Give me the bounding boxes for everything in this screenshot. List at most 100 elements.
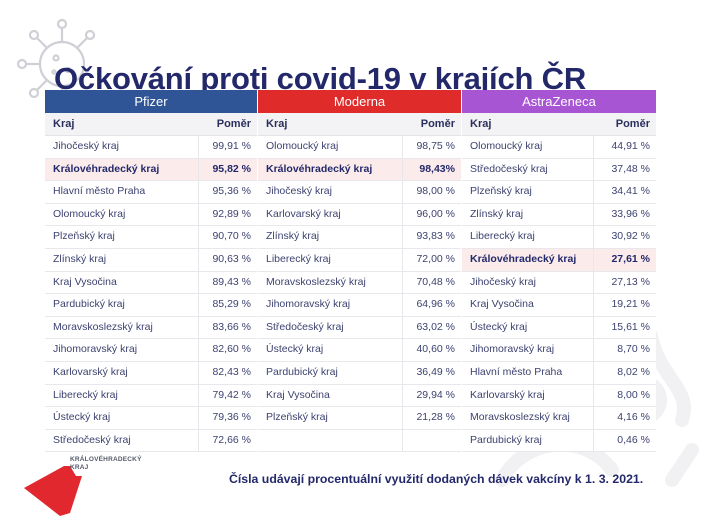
- region-cell: Moravskoslezský kraj: [462, 407, 594, 429]
- table-row: Karlovarský kraj 8,00 %: [462, 384, 656, 408]
- ratio-cell: 85,29 %: [212, 298, 251, 311]
- table-row: Plzeňský kraj 21,28 %: [258, 407, 461, 430]
- region-cell: Zlínský kraj: [45, 248, 199, 271]
- table-row: Moravskoslezský kraj 83,66 %: [45, 316, 257, 340]
- ratio-cell: 99,91 %: [212, 140, 251, 152]
- table-row: Zlínský kraj 90,63 %: [45, 248, 257, 272]
- column-header-region: Kraj: [266, 118, 288, 130]
- ratio-cell: 93,83 %: [416, 230, 455, 243]
- ratio-cell: 19,21 %: [611, 298, 650, 311]
- region-cell: Hlavní město Praha: [462, 361, 594, 384]
- ratio-cell: 40,60 %: [416, 343, 455, 356]
- column-header-ratio: Poměr: [216, 118, 251, 130]
- ratio-cell: 95,82 %: [212, 162, 251, 175]
- table-row: Pardubický kraj 36,49 %: [258, 361, 461, 385]
- region-cell: Liberecký kraj: [462, 226, 594, 248]
- table-row: Ústecký kraj 79,36 %: [45, 407, 257, 430]
- table-row: Karlovarský kraj 82,43 %: [45, 361, 257, 385]
- ratio-cell: 96,00 %: [416, 207, 455, 220]
- region-cell: Jihomoravský kraj: [258, 294, 403, 316]
- column-header-region: Kraj: [470, 118, 492, 130]
- table-row: Liberecký kraj 72,00 %: [258, 248, 461, 272]
- logo-line-1: KRÁLOVÉHRADECKÝ: [70, 456, 142, 463]
- region-cell: Karlovarský kraj: [45, 361, 199, 384]
- region-cell: Pardubický kraj: [258, 361, 403, 384]
- column-header-ratio: Poměr: [615, 118, 650, 130]
- region-cell: Jihomoravský kraj: [45, 339, 199, 361]
- table-row: Středočeský kraj 72,66 %: [45, 429, 257, 453]
- table-row: Karlovarský kraj 96,00 %: [258, 203, 461, 227]
- ratio-cell: 98,43%: [419, 162, 455, 175]
- region-cell: Karlovarský kraj: [462, 384, 594, 407]
- region-cell: Moravskoslezský kraj: [45, 316, 199, 339]
- vaccine-header: Pfizer: [45, 90, 257, 113]
- ratio-cell: 37,48 %: [611, 162, 650, 175]
- ratio-cell: 4,16 %: [617, 411, 650, 424]
- region-cell: Liberecký kraj: [258, 248, 403, 271]
- ratio-cell: 98,75 %: [416, 140, 455, 152]
- table-row: Plzeňský kraj 34,41 %: [462, 181, 656, 204]
- ratio-cell: 8,00 %: [617, 388, 650, 401]
- ratio-cell: [403, 430, 461, 452]
- region-cell: Jihočeský kraj: [45, 136, 199, 158]
- region-cell: Plzeňský kraj: [45, 226, 199, 248]
- ratio-cell: 27,61 %: [611, 252, 650, 265]
- ratio-cell: 82,43 %: [212, 365, 251, 378]
- table-row: Plzeňský kraj 90,70 %: [45, 226, 257, 249]
- table-row: Kraj Vysočina 19,21 %: [462, 294, 656, 317]
- table-moderna: Moderna Kraj Poměr Olomoucký kraj 98,75 % Krá…: [257, 90, 461, 453]
- region-cell: Zlínský kraj: [462, 203, 594, 226]
- ratio-cell: 63,02 %: [416, 320, 455, 333]
- table-row: Kraj Vysočina 29,94 %: [258, 384, 461, 408]
- kralovehradecky-kraj-logo: [24, 466, 82, 516]
- column-header-row: Kraj Poměr: [462, 113, 656, 136]
- table-row: Královéhradecký kraj 95,82 %: [45, 158, 257, 182]
- table-row: Moravskoslezský kraj 4,16 %: [462, 407, 656, 430]
- ratio-cell: 90,70 %: [212, 230, 251, 243]
- column-header-row: Kraj Poměr: [258, 113, 461, 136]
- table-row: Zlínský kraj 93,83 %: [258, 226, 461, 249]
- table-row: Zlínský kraj 33,96 %: [462, 203, 656, 227]
- region-cell: Olomoucký kraj: [258, 136, 403, 158]
- region-cell: Jihočeský kraj: [258, 181, 403, 203]
- table-row: Ústecký kraj 40,60 %: [258, 339, 461, 362]
- table-row: Olomoucký kraj 98,75 %: [258, 136, 461, 159]
- ratio-cell: 89,43 %: [212, 275, 251, 288]
- region-cell: Středočeský kraj: [258, 316, 403, 339]
- region-cell: Ústecký kraj: [258, 339, 403, 361]
- table-row: Kraj Vysočina 89,43 %: [45, 271, 257, 295]
- table-row: Jihomoravský kraj 64,96 %: [258, 294, 461, 317]
- table-row: Ústecký kraj 15,61 %: [462, 316, 656, 340]
- table-pfizer: Pfizer Kraj Poměr Jihočeský kraj 99,91 % Král…: [45, 90, 257, 453]
- region-cell: Pardubický kraj: [45, 294, 199, 316]
- region-cell: Kraj Vysočina: [258, 384, 403, 407]
- ratio-cell: 44,91 %: [611, 140, 650, 152]
- table-row: Hlavní město Praha 95,36 %: [45, 181, 257, 204]
- page-title: Očkování proti covid-19 v krajích ČR: [54, 60, 587, 96]
- table-row: Jihočeský kraj 98,00 %: [258, 181, 461, 204]
- region-cell: [258, 429, 403, 452]
- region-cell: Královéhradecký kraj: [45, 158, 199, 181]
- ratio-cell: 15,61 %: [611, 320, 650, 333]
- region-cell: Pardubický kraj: [462, 429, 594, 452]
- region-cell: Kraj Vysočina: [462, 294, 594, 316]
- ratio-cell: 72,00 %: [416, 252, 455, 265]
- table-row: Královéhradecký kraj 98,43%: [258, 158, 461, 182]
- column-header-region: Kraj: [53, 118, 75, 130]
- ratio-cell: 79,42 %: [212, 388, 251, 401]
- table-row: Jihočeský kraj 99,91 %: [45, 136, 257, 159]
- ratio-cell: 36,49 %: [416, 365, 455, 378]
- table-row: Jihočeský kraj 27,13 %: [462, 271, 656, 295]
- ratio-cell: 64,96 %: [416, 298, 455, 311]
- table-row: Liberecký kraj 30,92 %: [462, 226, 656, 249]
- region-cell: Královéhradecký kraj: [258, 158, 403, 181]
- ratio-cell: 33,96 %: [611, 207, 650, 220]
- region-cell: Středočeský kraj: [462, 158, 594, 181]
- table-row: Olomoucký kraj 44,91 %: [462, 136, 656, 159]
- ratio-cell: 82,60 %: [212, 343, 251, 356]
- region-cell: Středočeský kraj: [45, 429, 199, 452]
- ratio-cell: 79,36 %: [212, 411, 251, 424]
- table-row: Hlavní město Praha 8,02 %: [462, 361, 656, 385]
- table-row: Jihomoravský kraj 82,60 %: [45, 339, 257, 362]
- ratio-cell: 70,48 %: [416, 275, 455, 288]
